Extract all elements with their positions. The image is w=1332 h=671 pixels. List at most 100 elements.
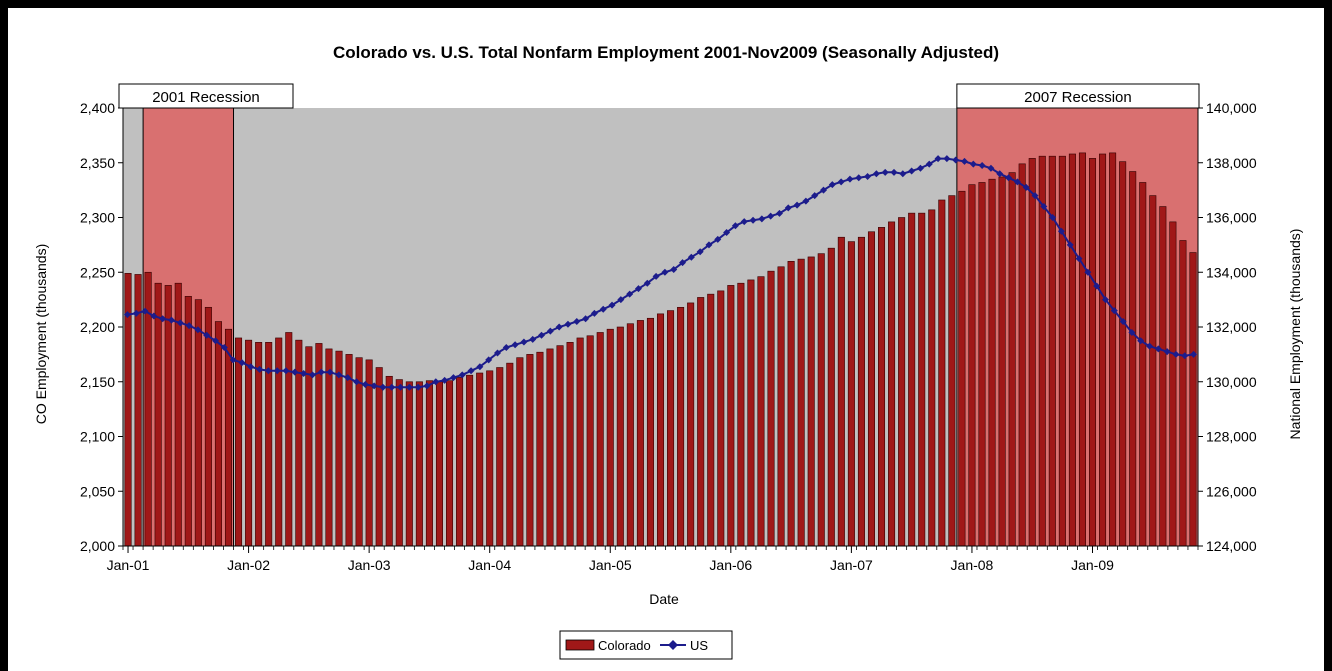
us-point	[582, 315, 590, 323]
us-point	[837, 178, 845, 186]
colorado-bar	[516, 357, 524, 547]
colorado-bar	[1109, 152, 1117, 547]
us-point	[1093, 282, 1101, 290]
x-tick-label: Jan-09	[1071, 557, 1114, 573]
colorado-bar	[365, 359, 373, 547]
us-point	[934, 155, 942, 163]
us-point	[370, 382, 378, 390]
y-axis-left-label: CO Employment (thousands)	[33, 244, 49, 425]
colorado-bar	[797, 258, 805, 547]
colorado-bar	[325, 348, 333, 547]
colorado-bar	[164, 285, 172, 547]
colorado-bar	[968, 184, 976, 547]
colorado-bar	[184, 296, 192, 547]
us-point	[696, 248, 704, 256]
us-point	[150, 312, 158, 320]
us-point	[220, 344, 228, 352]
us-point	[1101, 296, 1109, 304]
us-point	[643, 279, 651, 287]
us-point	[908, 167, 916, 175]
us-point	[881, 168, 889, 176]
us-point	[361, 380, 369, 388]
colorado-bar	[727, 285, 735, 547]
colorado-bar	[245, 339, 253, 547]
us-point	[679, 259, 687, 267]
us-point	[502, 344, 510, 352]
us-point	[1119, 318, 1127, 326]
y-axis-right-label: National Employment (thousands)	[1287, 229, 1303, 440]
us-point	[811, 192, 819, 200]
us-point	[626, 290, 634, 298]
colorado-bar	[1169, 221, 1177, 547]
us-point	[132, 309, 140, 317]
y-tick-label-left: 2,050	[80, 483, 115, 499]
colorado-bar	[425, 380, 433, 547]
us-point	[802, 197, 810, 205]
y-tick-label-left: 2,300	[80, 210, 115, 226]
colorado-bar	[476, 372, 484, 547]
us-point	[1013, 178, 1021, 186]
y-tick-label-right: 136,000	[1206, 210, 1257, 226]
x-axis-label: Date	[649, 591, 679, 607]
colorado-bar	[767, 270, 775, 547]
us-point	[212, 337, 220, 345]
colorado-bar	[204, 306, 212, 547]
colorado-bar	[677, 306, 685, 547]
us-point	[687, 253, 695, 261]
y-tick-label-right: 128,000	[1206, 429, 1257, 445]
colorado-bar	[626, 323, 634, 547]
us-point	[476, 363, 484, 371]
us-point	[273, 367, 281, 375]
us-point	[1022, 183, 1030, 191]
us-point	[775, 209, 783, 217]
us-point	[1172, 350, 1180, 358]
colorado-bar	[1058, 155, 1066, 547]
recession-label-box	[956, 83, 1200, 109]
us-point	[784, 204, 792, 212]
us-point	[723, 229, 731, 237]
us-point	[141, 307, 149, 315]
us-point	[529, 335, 537, 343]
x-tick-label: Jan-04	[468, 557, 511, 573]
colorado-bar	[737, 282, 745, 547]
colorado-bar	[214, 321, 222, 547]
colorado-bar	[616, 326, 624, 547]
us-point	[1084, 268, 1092, 276]
colorado-bar	[446, 380, 454, 547]
colorado-bar	[285, 332, 293, 547]
colorado-bar	[606, 328, 614, 547]
y-tick-label-left: 2,400	[80, 100, 115, 116]
x-tick-label: Jan-05	[589, 557, 632, 573]
us-point	[714, 235, 722, 243]
colorado-bar	[878, 227, 886, 547]
us-point	[159, 315, 167, 323]
us-point	[282, 367, 290, 375]
y-tick-label-left: 2,350	[80, 155, 115, 171]
colorado-bar	[646, 317, 654, 547]
colorado-bar	[345, 354, 353, 547]
colorado-bar	[466, 374, 474, 547]
legend-us-marker	[668, 640, 678, 650]
colorado-bar	[596, 332, 604, 547]
us-point	[247, 363, 255, 371]
us-point	[740, 218, 748, 226]
colorado-bar	[224, 328, 233, 547]
colorado-bar	[1008, 172, 1016, 547]
y-tick-label-left: 2,150	[80, 374, 115, 390]
us-point	[652, 272, 660, 280]
us-point	[1031, 192, 1039, 200]
us-point	[855, 174, 863, 182]
us-point	[749, 216, 757, 224]
colorado-bar	[687, 302, 695, 547]
us-point	[599, 305, 607, 313]
us-point	[573, 318, 581, 326]
y-tick-label-right: 126,000	[1206, 483, 1257, 499]
colorado-bar	[395, 379, 403, 547]
colorado-bar	[787, 261, 795, 547]
colorado-bar	[526, 354, 534, 547]
colorado-bar	[194, 299, 202, 547]
y-tick-label-right: 130,000	[1206, 374, 1257, 390]
y-tick-label-right: 132,000	[1206, 319, 1257, 335]
us-point	[1154, 345, 1162, 353]
us-point	[705, 241, 713, 249]
